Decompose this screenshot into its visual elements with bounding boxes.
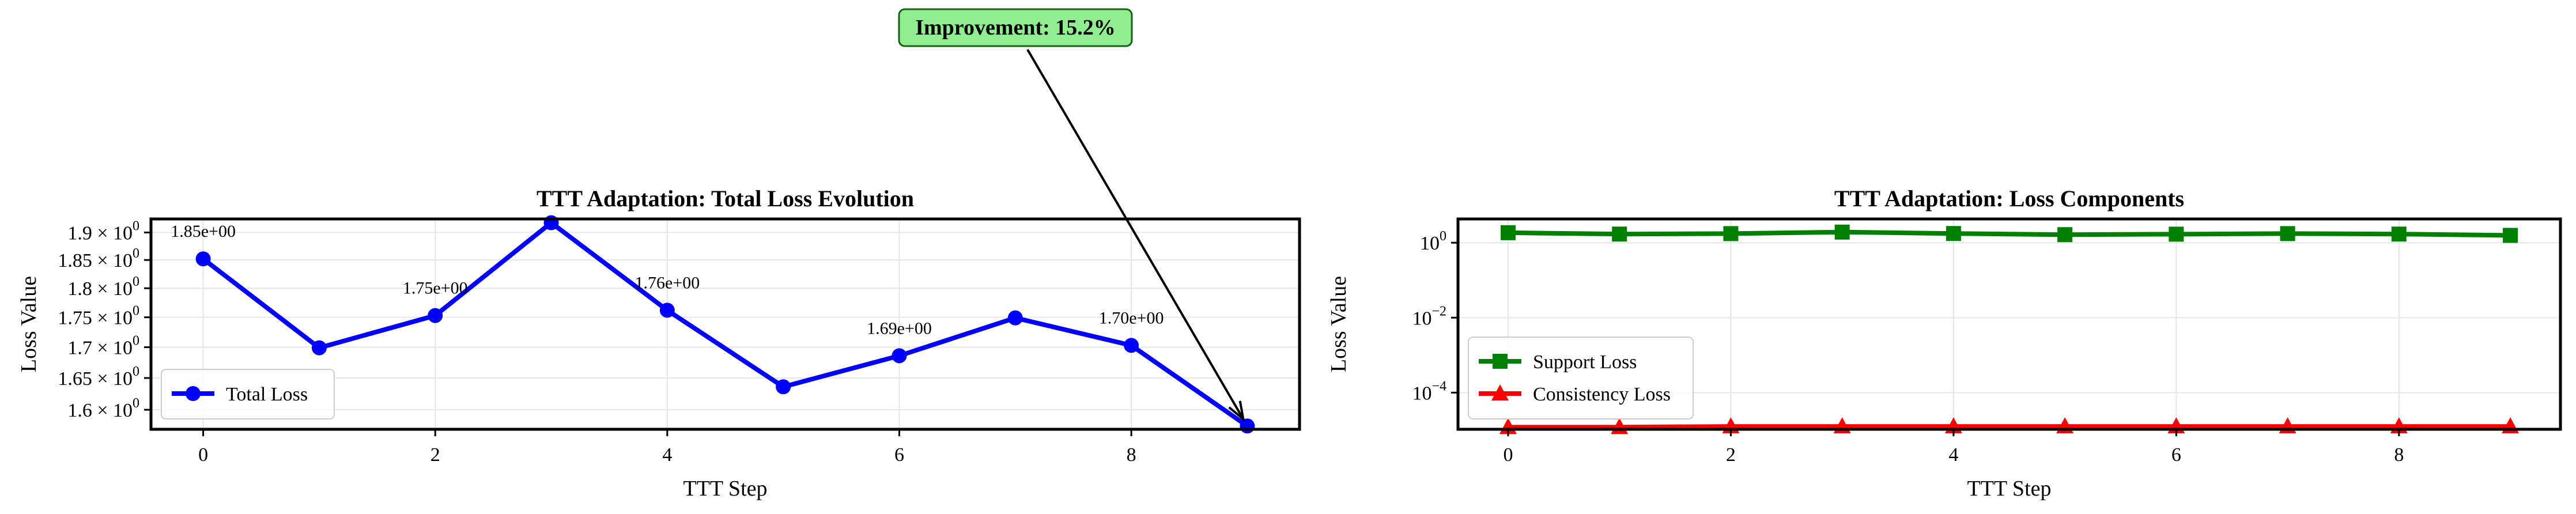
series-line-1 xyxy=(1508,229,2511,238)
data-point xyxy=(543,215,559,230)
data-point xyxy=(776,379,791,395)
data-point xyxy=(1124,338,1139,353)
legend-box xyxy=(161,369,335,419)
legend-box xyxy=(1468,337,1694,419)
data-point xyxy=(1007,310,1023,326)
x-tick-label: 4 xyxy=(662,444,672,466)
annotation-text: Improvement: 15.2% xyxy=(915,16,1116,40)
x-tick-label: 4 xyxy=(1948,444,1958,466)
data-label: 1.70e+00 xyxy=(1099,308,1164,327)
data-point xyxy=(1723,226,1739,241)
chart-panel-2: 0 2 4 6 8 100 10−2 10−4 TTT Adaptation: Loss Com… xyxy=(1327,186,2562,501)
data-point xyxy=(1500,225,1516,240)
y-tick-label: 10−4 xyxy=(1412,379,1446,404)
x-tick-label: 6 xyxy=(894,444,904,466)
y-tick-label: 10−2 xyxy=(1412,304,1446,329)
legend: Total Loss xyxy=(161,369,335,419)
data-point xyxy=(1834,224,1850,240)
y-tick-label: 1.75 × 100 xyxy=(58,304,139,329)
data-point xyxy=(428,308,443,323)
y-tick-label: 1.7 × 100 xyxy=(67,334,139,359)
legend-marker xyxy=(186,386,201,401)
y-axis-label: Loss Value xyxy=(17,276,41,372)
x-tick-label: 8 xyxy=(2394,444,2404,466)
y-tick-label: 1.6 × 100 xyxy=(67,396,139,421)
x-axis-label: TTT Step xyxy=(683,477,767,501)
data-point xyxy=(195,251,211,267)
annotation-arrowhead xyxy=(1228,400,1245,422)
x-tick-label: 0 xyxy=(1503,444,1513,466)
legend: Support Loss Consistency Loss xyxy=(1468,337,1694,419)
data-label: 1.85e+00 xyxy=(171,222,236,241)
y-axis-label: Loss Value xyxy=(1327,276,1351,372)
legend-marker xyxy=(1491,384,1509,400)
chart-panel-1: 1.85e+00 1.75e+00 1.76e+00 1.69e+00 1.70e+00… xyxy=(17,186,1301,501)
data-point xyxy=(2391,226,2407,242)
y-tick-label: 1.9 × 100 xyxy=(67,218,139,244)
plot-frame xyxy=(1456,217,2562,431)
data-point xyxy=(2280,226,2295,241)
legend-label: Support Loss xyxy=(1533,352,1637,373)
legend-label: Consistency Loss xyxy=(1533,384,1671,405)
data-point xyxy=(2503,228,2518,243)
chart-title: TTT Adaptation: Total Loss Evolution xyxy=(537,186,914,211)
annotation-arrow xyxy=(1026,48,1245,420)
data-point xyxy=(659,303,675,318)
y-tick-label: 1.85 × 100 xyxy=(58,246,139,271)
data-point xyxy=(2169,226,2184,242)
x-tick-label: 2 xyxy=(1726,444,1736,466)
chart-title: TTT Adaptation: Loss Components xyxy=(1834,186,2184,211)
x-tick-label: 8 xyxy=(1127,444,1136,466)
data-point xyxy=(1612,226,1627,242)
data-label: 1.69e+00 xyxy=(867,319,932,338)
data-label: 1.75e+00 xyxy=(403,279,468,298)
x-tick-label: 0 xyxy=(198,444,208,466)
data-point xyxy=(892,348,907,364)
x-axis-label: TTT Step xyxy=(1967,477,2051,501)
legend-marker xyxy=(1493,354,1508,369)
improvement-annotation: Improvement: 15.2% xyxy=(898,8,1245,422)
y-tick-label: 1.65 × 100 xyxy=(58,364,139,390)
series-line-1 xyxy=(202,220,1249,428)
x-tick-label: 2 xyxy=(430,444,440,466)
data-point xyxy=(1240,418,1255,434)
legend-label: Total Loss xyxy=(226,384,308,405)
y-tick-label: 100 xyxy=(1420,229,1446,254)
data-label: 1.76e+00 xyxy=(634,273,700,292)
x-tick-label: 6 xyxy=(2171,444,2181,466)
series-line-2 xyxy=(1508,424,2511,430)
y-tick-label: 1.8 × 100 xyxy=(67,274,139,300)
data-point xyxy=(2057,227,2073,243)
data-point xyxy=(311,340,327,356)
plot-frame xyxy=(149,217,1301,431)
annotation-box xyxy=(898,8,1133,47)
data-point xyxy=(1946,226,1961,241)
